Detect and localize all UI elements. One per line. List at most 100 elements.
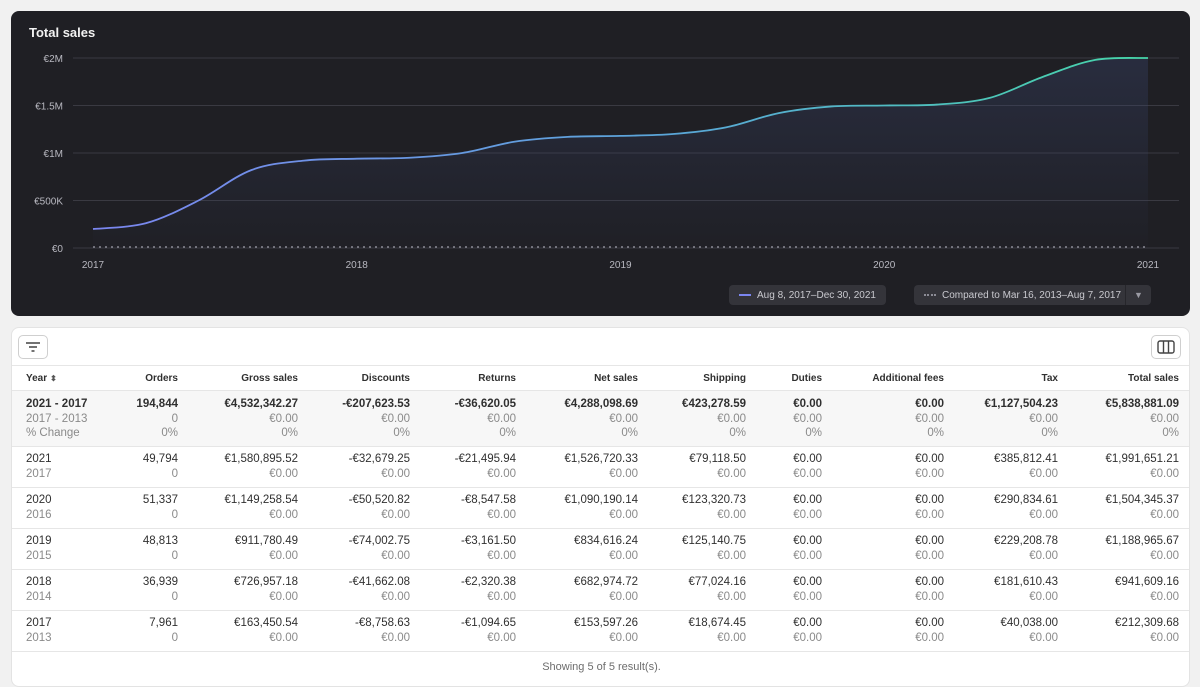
- column-header-total-sales[interactable]: Total sales: [1070, 365, 1189, 391]
- cell-shipping: €79,118.50 €0.00: [650, 446, 758, 488]
- column-header-label: Tax: [1041, 372, 1059, 384]
- current-value: €1,188,965.67: [1105, 535, 1179, 547]
- cell-gross-sales: €911,780.49 €0.00: [190, 528, 310, 570]
- comparison-value: €0.00: [793, 590, 822, 603]
- column-header-orders[interactable]: Orders: [104, 365, 190, 391]
- comparison-value: €0.00: [487, 508, 516, 521]
- comparison-value: €0.00: [717, 549, 746, 562]
- cell-returns: -€8,547.58 €0.00: [422, 487, 528, 529]
- comparison-value: €0.00: [381, 549, 410, 562]
- cell-shipping: €18,674.45 €0.00: [650, 610, 758, 652]
- cell-discounts: -€41,662.08 €0.00: [310, 569, 422, 611]
- column-header-additional-fees[interactable]: Additional fees: [834, 365, 956, 391]
- cell-net-sales: €834,616.24 €0.00: [528, 528, 650, 570]
- comparison-value: €0.00: [1029, 467, 1058, 480]
- y-tick-label: €1M: [44, 149, 63, 160]
- legend-compare-label: Compared to Mar 16, 2013–Aug 7, 2017: [942, 289, 1122, 301]
- summary-value: €0.00: [915, 398, 944, 410]
- column-header-returns[interactable]: Returns: [422, 365, 528, 391]
- chevron-down-icon[interactable]: ▼: [1125, 285, 1151, 305]
- current-value: €123,320.73: [682, 494, 746, 506]
- column-header-label: Returns: [478, 372, 516, 384]
- filter-button[interactable]: [18, 335, 48, 359]
- column-header-gross-sales[interactable]: Gross sales: [190, 365, 310, 391]
- table-row[interactable]: 2021 2017 49,794 0 €1,580,895.52 €0.00 -€32,67…: [12, 446, 1189, 488]
- table-body: 2021 - 2017 2017 - 2013 % Change 194,844 0 0%…: [12, 390, 1189, 652]
- current-value: €726,957.18: [234, 576, 298, 588]
- comparison-value: €0.00: [717, 631, 746, 644]
- cell-orders: 51,337 0: [104, 487, 190, 529]
- cell-tax: €181,610.43 €0.00: [956, 569, 1070, 611]
- comparison-value: 0: [171, 412, 178, 425]
- summary-cell-net-sales: €4,288,098.69 €0.00 0%: [528, 390, 650, 447]
- legend-compare-period[interactable]: Compared to Mar 16, 2013–Aug 7, 2017 ▼: [914, 285, 1152, 305]
- y-tick-label: €1.5M: [35, 102, 63, 113]
- current-value: €0.00: [915, 494, 944, 506]
- percent-change: 0%: [499, 427, 516, 439]
- summary-row: 2021 - 2017 2017 - 2013 % Change 194,844 0 0%…: [12, 390, 1189, 447]
- cell-shipping: €123,320.73 €0.00: [650, 487, 758, 529]
- comparison-value: 2016: [26, 508, 52, 521]
- column-header-year[interactable]: Year ⬍: [12, 365, 104, 391]
- summary-cell-discounts: -€207,623.53 €0.00 0%: [310, 390, 422, 447]
- comparison-value: €0.00: [793, 549, 822, 562]
- comparison-value: €0.00: [1029, 412, 1058, 425]
- column-header-label: Discounts: [361, 372, 410, 384]
- table-row[interactable]: 2018 2014 36,939 0 €726,957.18 €0.00 -€41,662.…: [12, 569, 1189, 611]
- comparison-value: 2013: [26, 631, 52, 644]
- comparison-value: €0.00: [609, 508, 638, 521]
- columns-button[interactable]: [1151, 335, 1181, 359]
- total-sales-chart-card: €0 €500K €1M €1.5M €2M 2017 2018 2019 2020 2021 T…: [11, 11, 1190, 316]
- header-row: Year ⬍ Orders Gross sales Discounts Returns Ne…: [12, 365, 1189, 391]
- column-header-discounts[interactable]: Discounts: [310, 365, 422, 391]
- table-row[interactable]: 2019 2015 48,813 0 €911,780.49 €0.00 -€74,002.…: [12, 528, 1189, 570]
- comparison-value: 2017 - 2013: [26, 412, 88, 425]
- column-header-shipping[interactable]: Shipping: [650, 365, 758, 391]
- summary-cell-orders: 194,844 0 0%: [104, 390, 190, 447]
- current-value: -€21,495.94: [454, 453, 516, 465]
- comparison-value: 2017: [26, 467, 52, 480]
- current-value: €0.00: [915, 535, 944, 547]
- current-value: €0.00: [915, 617, 944, 629]
- cell-gross-sales: €163,450.54 €0.00: [190, 610, 310, 652]
- comparison-value: €0.00: [269, 508, 298, 521]
- column-header-label: Shipping: [703, 372, 746, 384]
- summary-value: €423,278.59: [682, 398, 746, 410]
- summary-cell-additional-fees: €0.00 €0.00 0%: [834, 390, 956, 447]
- table-row[interactable]: 2020 2016 51,337 0 €1,149,258.54 €0.00 -€50,52…: [12, 487, 1189, 529]
- current-value: -€3,161.50: [461, 535, 516, 547]
- summary-value: €4,288,098.69: [564, 398, 638, 410]
- comparison-value: €0.00: [381, 590, 410, 603]
- current-value: -€32,679.25: [348, 453, 410, 465]
- cell-discounts: -€50,520.82 €0.00: [310, 487, 422, 529]
- summary-value: €5,838,881.09: [1105, 398, 1179, 410]
- cell-additional-fees: €0.00 €0.00: [834, 569, 956, 611]
- cell-year: 2019 2015: [12, 528, 104, 570]
- table-row[interactable]: 2017 2013 7,961 0 €163,450.54 €0.00 -€8,758.63…: [12, 610, 1189, 652]
- cell-total-sales: €212,309.68 €0.00: [1070, 610, 1189, 652]
- cell-orders: 49,794 0: [104, 446, 190, 488]
- current-value: -€41,662.08: [348, 576, 410, 588]
- cell-net-sales: €1,526,720.33 €0.00: [528, 446, 650, 488]
- column-header-net-sales[interactable]: Net sales: [528, 365, 650, 391]
- cell-net-sales: €153,597.26 €0.00: [528, 610, 650, 652]
- cell-total-sales: €1,504,345.37 €0.00: [1070, 487, 1189, 529]
- column-header-tax[interactable]: Tax: [956, 365, 1070, 391]
- current-value: €77,024.16: [688, 576, 746, 588]
- comparison-value: €0.00: [717, 590, 746, 603]
- current-value: €40,038.00: [1000, 617, 1058, 629]
- current-value: €834,616.24: [574, 535, 638, 547]
- legend-primary-period[interactable]: Aug 8, 2017–Dec 30, 2021: [729, 285, 886, 305]
- cell-tax: €40,038.00 €0.00: [956, 610, 1070, 652]
- percent-change: % Change: [26, 427, 80, 439]
- sort-icon[interactable]: ⬍: [50, 373, 57, 383]
- cell-duties: €0.00 €0.00: [758, 487, 834, 529]
- cell-tax: €290,834.61 €0.00: [956, 487, 1070, 529]
- cell-duties: €0.00 €0.00: [758, 528, 834, 570]
- summary-cell-gross-sales: €4,532,342.27 €0.00 0%: [190, 390, 310, 447]
- cell-returns: -€21,495.94 €0.00: [422, 446, 528, 488]
- column-header-duties[interactable]: Duties: [758, 365, 834, 391]
- summary-value: €1,127,504.23: [984, 398, 1058, 410]
- current-value: 2020: [26, 494, 52, 506]
- current-value: 2019: [26, 535, 52, 547]
